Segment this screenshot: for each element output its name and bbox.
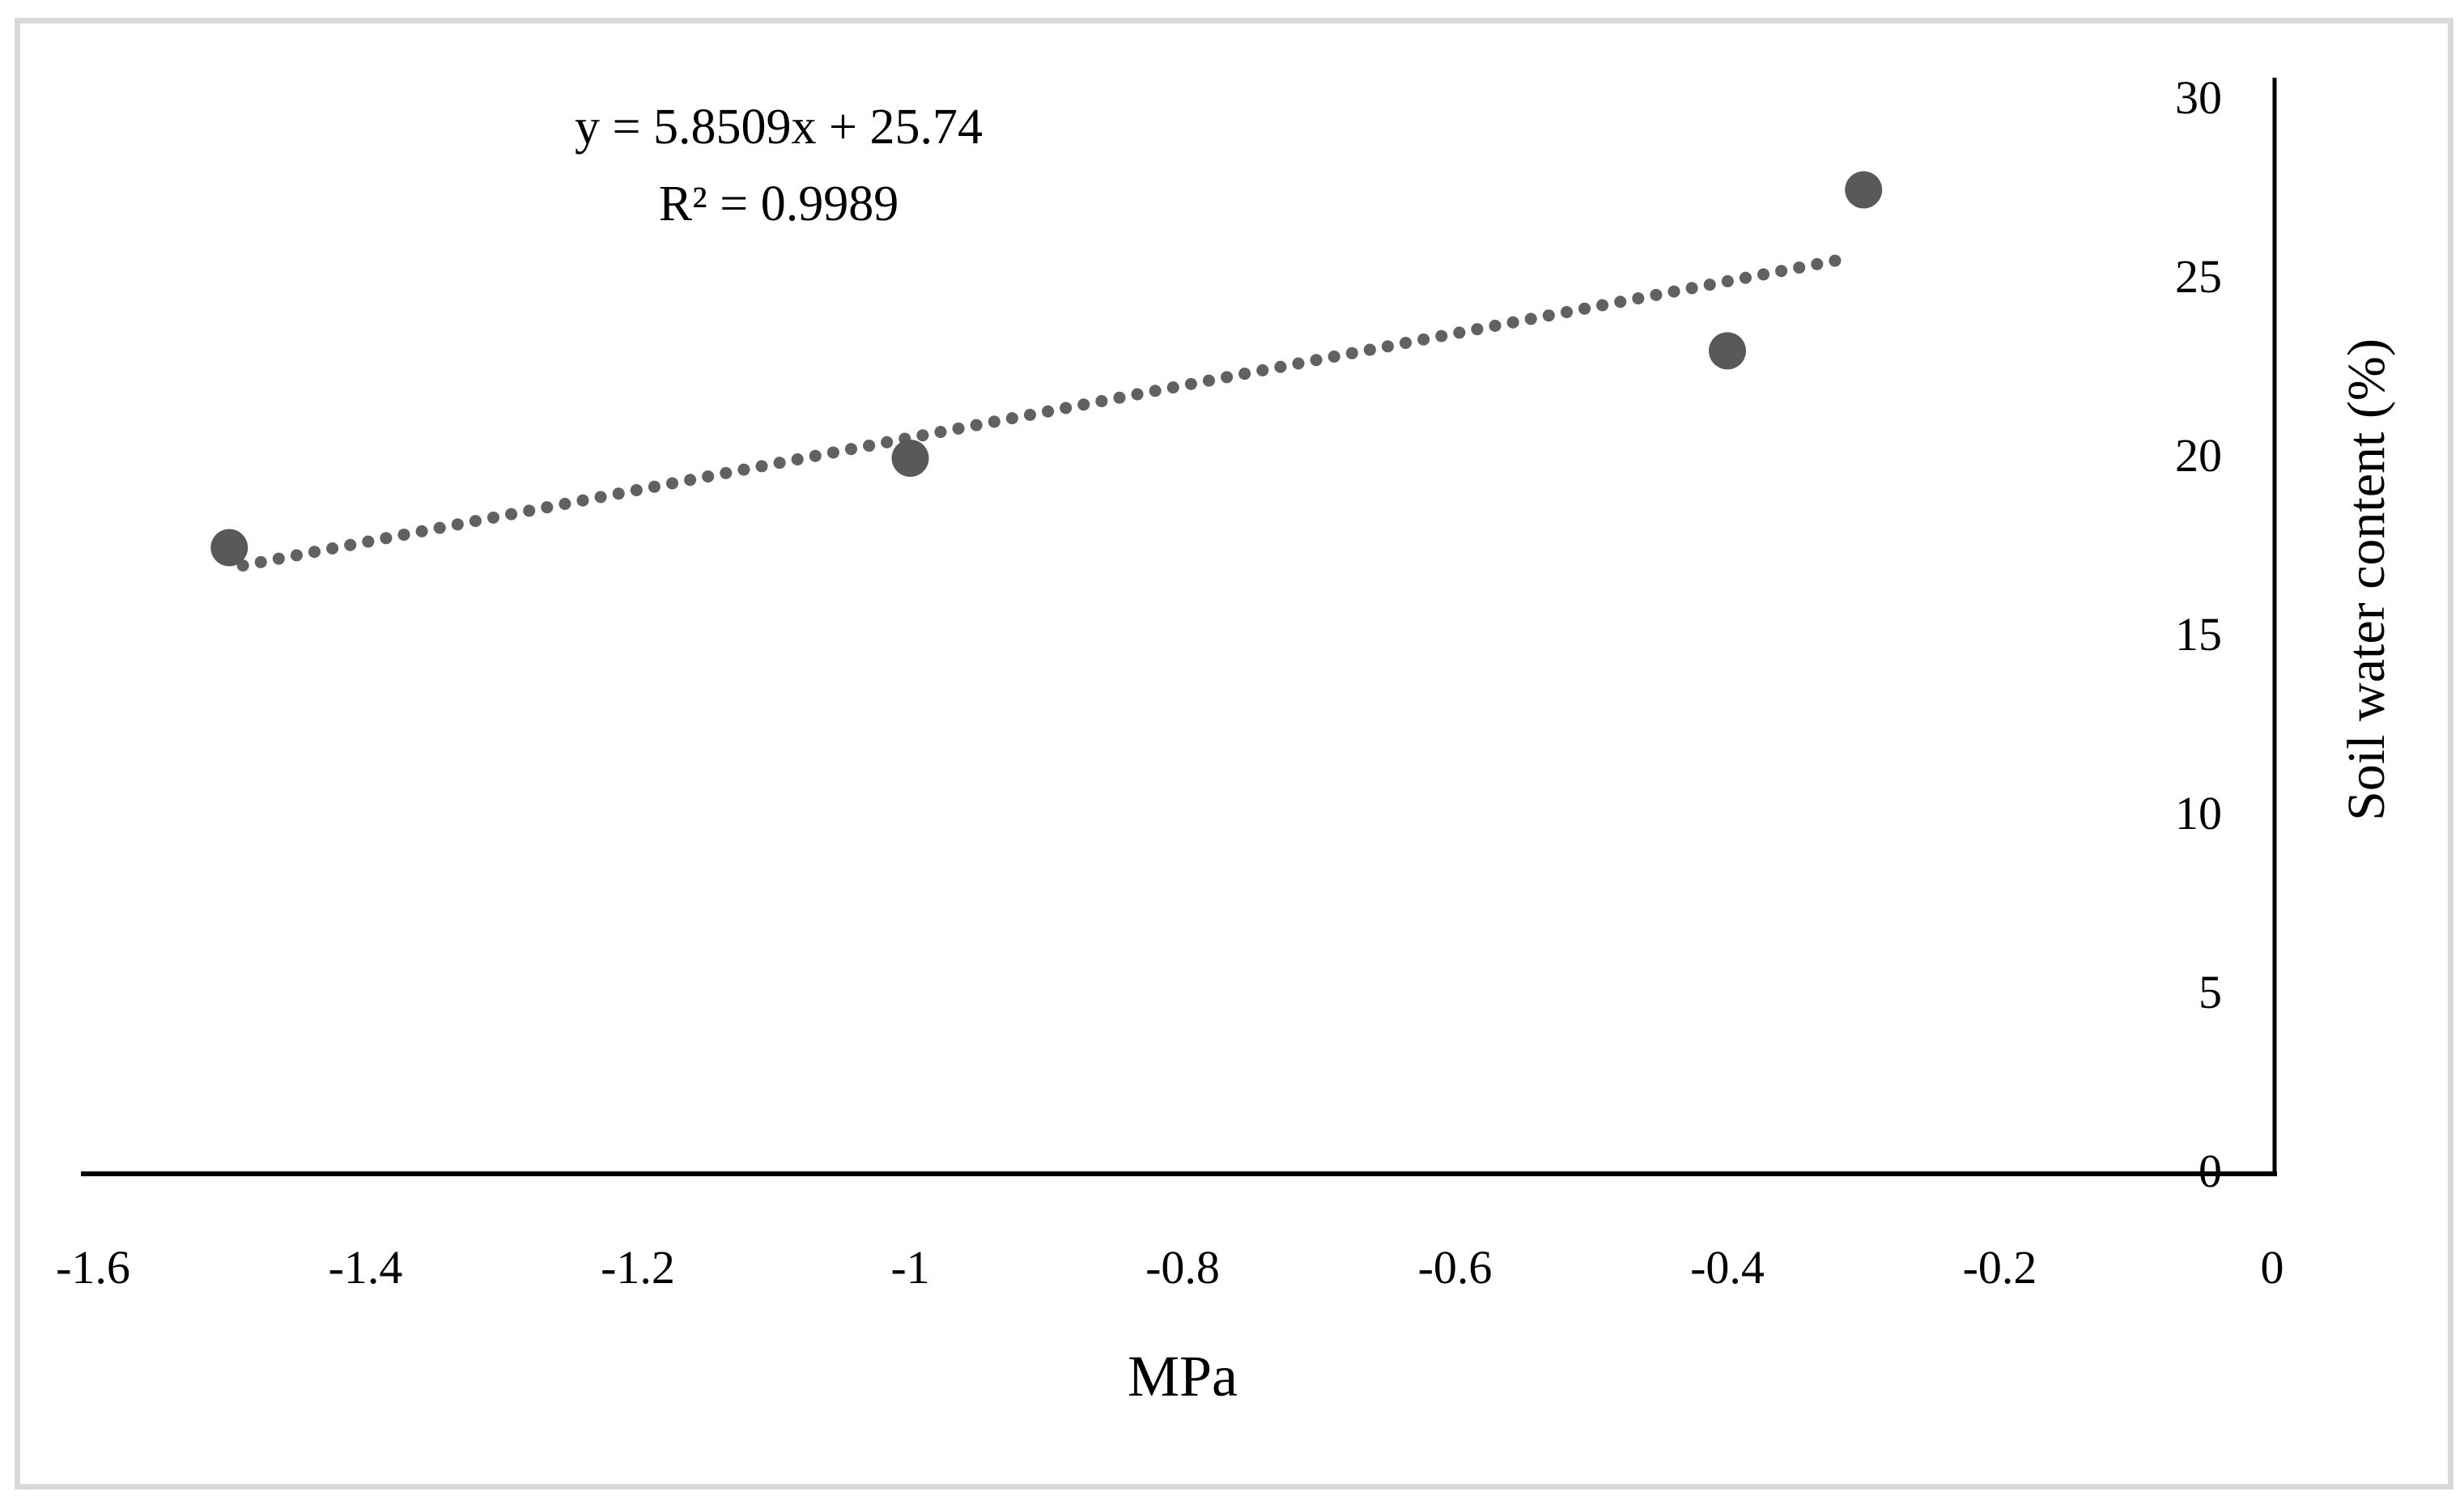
y-tick-label: 10 (2175, 787, 2222, 839)
x-tick-label: -1.6 (56, 1241, 130, 1294)
x-tick-label: -1.2 (601, 1241, 675, 1294)
x-tick-label: -0.4 (1690, 1241, 1765, 1294)
trendline-dotted (236, 251, 1856, 572)
x-tick-label: -1.4 (328, 1241, 403, 1294)
trendline-equation: y = 5.8509x + 25.74 (575, 100, 983, 155)
data-point (1709, 332, 1746, 370)
data-point (891, 440, 929, 477)
x-tick-label: -0.6 (1417, 1241, 1493, 1294)
trendline-r-squared: R² = 0.9989 (658, 176, 899, 232)
x-tick-label: -1 (890, 1241, 930, 1294)
x-axis-title: MPa (1127, 1344, 1238, 1409)
x-tick-label: -0.8 (1145, 1241, 1220, 1294)
data-point (1845, 171, 1883, 209)
data-point (210, 529, 249, 567)
y-tick-label: 30 (2175, 71, 2222, 124)
x-tick-label: 0 (2260, 1241, 2284, 1294)
y-axis-title: Soil water content (%) (2337, 338, 2396, 821)
y-tick-label: 25 (2175, 250, 2222, 303)
trendline-annotation: y = 5.8509x + 25.74 R² = 0.9989 (575, 89, 983, 243)
x-tick-label: -0.2 (1962, 1241, 2037, 1294)
y-tick-label: 5 (2198, 966, 2222, 1018)
y-tick-label: 0 (2198, 1145, 2222, 1197)
y-tick-label: 15 (2175, 608, 2222, 661)
y-tick-label: 20 (2175, 429, 2222, 482)
